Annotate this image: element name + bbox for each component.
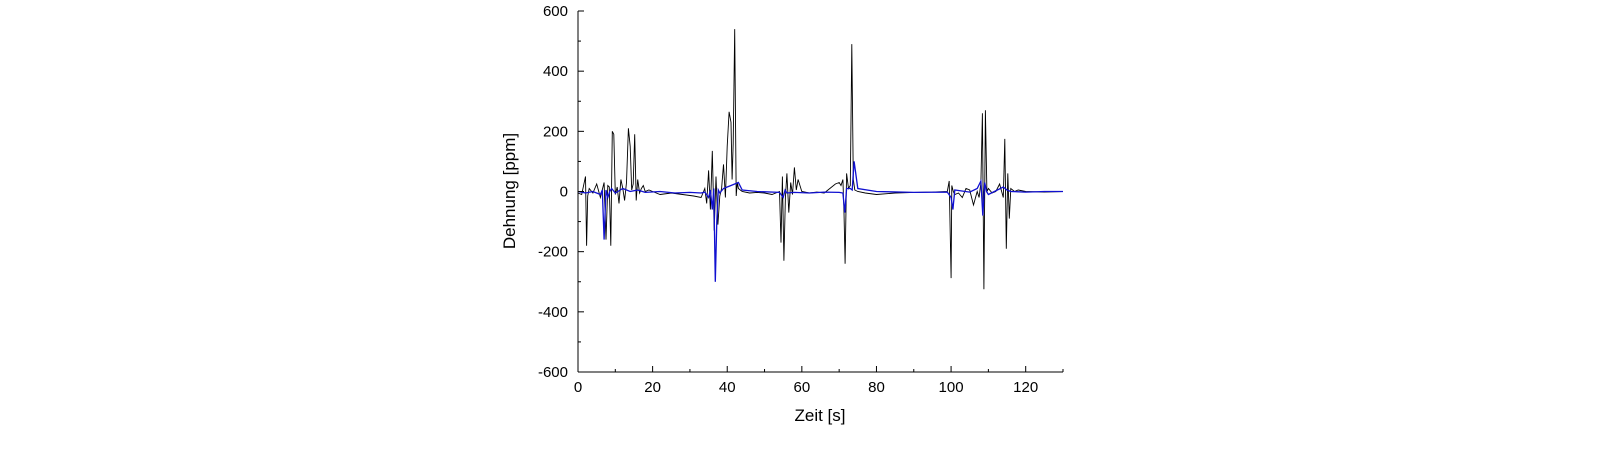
y-ticks: -600 -400 -200 0 200 400 600: [538, 3, 584, 381]
x-axis-title: Zeit [s]: [794, 406, 845, 425]
series-layer: [577, 29, 1064, 290]
y-tick-label: 400: [543, 63, 568, 80]
x-tick-label: 100: [939, 379, 964, 396]
x-tick-label: 0: [574, 379, 582, 396]
y-tick-label: -600: [538, 364, 568, 381]
y-tick-label: 200: [543, 123, 568, 140]
y-tick-label: -400: [538, 304, 568, 321]
x-tick-label: 120: [1013, 379, 1038, 396]
y-tick-label: -200: [538, 244, 568, 261]
x-ticks: 0 20 40 60 80 100 120: [574, 366, 1064, 396]
y-tick-label: 600: [543, 3, 568, 20]
y-tick-label: 0: [560, 184, 568, 201]
y-axis-title: Dehnung [ppm]: [500, 133, 519, 249]
series-line-2: [577, 161, 1063, 282]
series-line-1: [577, 29, 1064, 290]
plot-area: 0 20 40 60 80 100 120 -600 -400 -200 0 200 400 600: [538, 3, 1064, 396]
x-tick-label: 40: [719, 379, 736, 396]
x-tick-label: 80: [868, 379, 885, 396]
x-tick-label: 20: [644, 379, 661, 396]
x-tick-label: 60: [794, 379, 811, 396]
